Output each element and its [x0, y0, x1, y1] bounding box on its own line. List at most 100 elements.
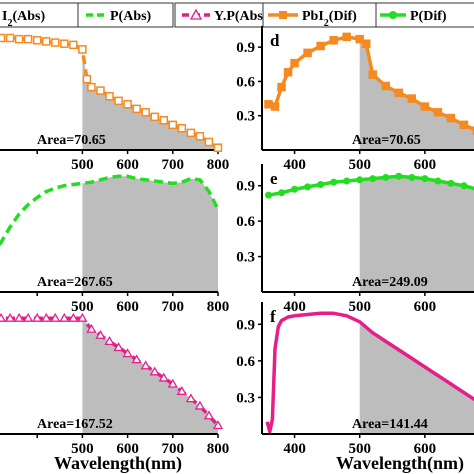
panel-a-left-top: 500 600 700 800 Area=70.65 [0, 33, 229, 173]
data-point [77, 312, 88, 322]
data-point [381, 81, 391, 91]
y-tick-label: 0.3 [236, 390, 255, 406]
data-point [82, 74, 92, 84]
integrated-area-fill [359, 39, 474, 150]
x-tick-label: 600 [414, 299, 437, 315]
data-point [86, 323, 97, 333]
integrated-area-fill [359, 321, 474, 434]
data-point [150, 112, 159, 122]
data-point [213, 143, 223, 152]
data-point [167, 378, 178, 388]
data-point [433, 108, 443, 117]
x-tick-label: 700 [162, 157, 185, 173]
integrated-area-fill [82, 49, 219, 150]
x-tick-label: 600 [116, 299, 139, 315]
data-point [51, 38, 60, 47]
y-tick-label: 0.3 [236, 109, 255, 125]
data-point [0, 33, 6, 43]
legend: I2(Abs) P(Abs) Y.P(Abs) PbI2(Dif) P(Dif) [0, 2, 474, 29]
data-point [356, 176, 364, 184]
data-point [212, 420, 224, 430]
area-annotation: Area=141.44 [352, 417, 428, 432]
data-point [177, 124, 187, 133]
x-tick-label: 400 [283, 299, 306, 315]
x-tick-label: 500 [348, 441, 371, 457]
data-point [50, 312, 61, 322]
x-tick-label: 700 [162, 441, 185, 457]
data-point [368, 70, 377, 79]
x-tick-label: 500 [71, 441, 94, 457]
x-tick-label: 600 [414, 441, 437, 457]
data-point [203, 410, 215, 420]
data-point [303, 48, 312, 58]
y-tick-label: 0.6 [236, 354, 255, 370]
y-tick-label: 0.9 [236, 40, 255, 56]
legend-marker [189, 8, 203, 20]
data-point [41, 37, 51, 46]
legend-item: I2(Abs) [0, 2, 79, 29]
y-tick-label: 0.9 [236, 317, 255, 333]
x-tick-label: 500 [348, 157, 371, 173]
legend-item: P(Abs) [77, 2, 174, 28]
data-point [195, 132, 205, 141]
data-point [420, 102, 430, 111]
integrated-area-fill [359, 176, 474, 292]
data-point [68, 312, 79, 322]
series-line [0, 174, 220, 248]
data-point [60, 39, 69, 48]
data-point [265, 191, 273, 199]
legend-box [77, 2, 174, 28]
x-tick-label: 600 [414, 157, 437, 173]
legend-item: PbI2(Dif) [262, 2, 377, 29]
data-point [291, 185, 299, 193]
data-point [316, 41, 325, 51]
area-annotation: Area=249.09 [352, 275, 428, 290]
data-point [41, 312, 52, 322]
data-point [87, 82, 96, 92]
data-point [32, 312, 43, 322]
data-point [0, 312, 7, 322]
legend-label: Y.P(Abs) [214, 9, 268, 24]
data-point [290, 58, 299, 68]
data-point [141, 108, 150, 117]
data-point [132, 104, 141, 114]
data-point [4, 312, 16, 322]
data-point [382, 173, 390, 181]
x-tick-label: 500 [348, 299, 371, 315]
data-point [131, 354, 142, 364]
data-point [460, 182, 468, 190]
data-point [159, 116, 169, 125]
data-point [270, 102, 280, 111]
data-point [185, 393, 197, 403]
data-point [113, 342, 124, 352]
data-point [277, 82, 286, 92]
legend-label: PbI2(Dif) [302, 9, 357, 29]
legend-item: Y.P(Abs) [174, 2, 279, 28]
area-annotation: Area=70.65 [352, 133, 421, 148]
panels: 500 600 700 800 Area=70.65 500 600 700 800 Area=2… [0, 26, 474, 457]
data-point [317, 181, 325, 189]
data-point [95, 329, 106, 339]
data-point [14, 34, 24, 44]
legend-label: P(Dif) [410, 9, 447, 24]
legend-label: I2(Abs) [2, 9, 45, 29]
data-point [23, 312, 34, 322]
panel-label: f [270, 307, 276, 326]
legend-marker [389, 11, 397, 19]
x-tick-label: 600 [116, 441, 139, 457]
data-point [395, 172, 403, 180]
series-line [265, 311, 474, 434]
data-point [361, 39, 371, 48]
data-point [369, 175, 377, 183]
area-annotation: Area=267.65 [37, 275, 113, 290]
x-axis-titles: Wavelength(nm) Wavelength(nm) [54, 453, 464, 474]
legend-box [174, 2, 279, 28]
data-point [23, 34, 33, 44]
integrated-area-fill [82, 176, 219, 292]
x-tick-label: 700 [162, 299, 185, 315]
data-point [204, 137, 214, 147]
data-point [434, 177, 442, 185]
